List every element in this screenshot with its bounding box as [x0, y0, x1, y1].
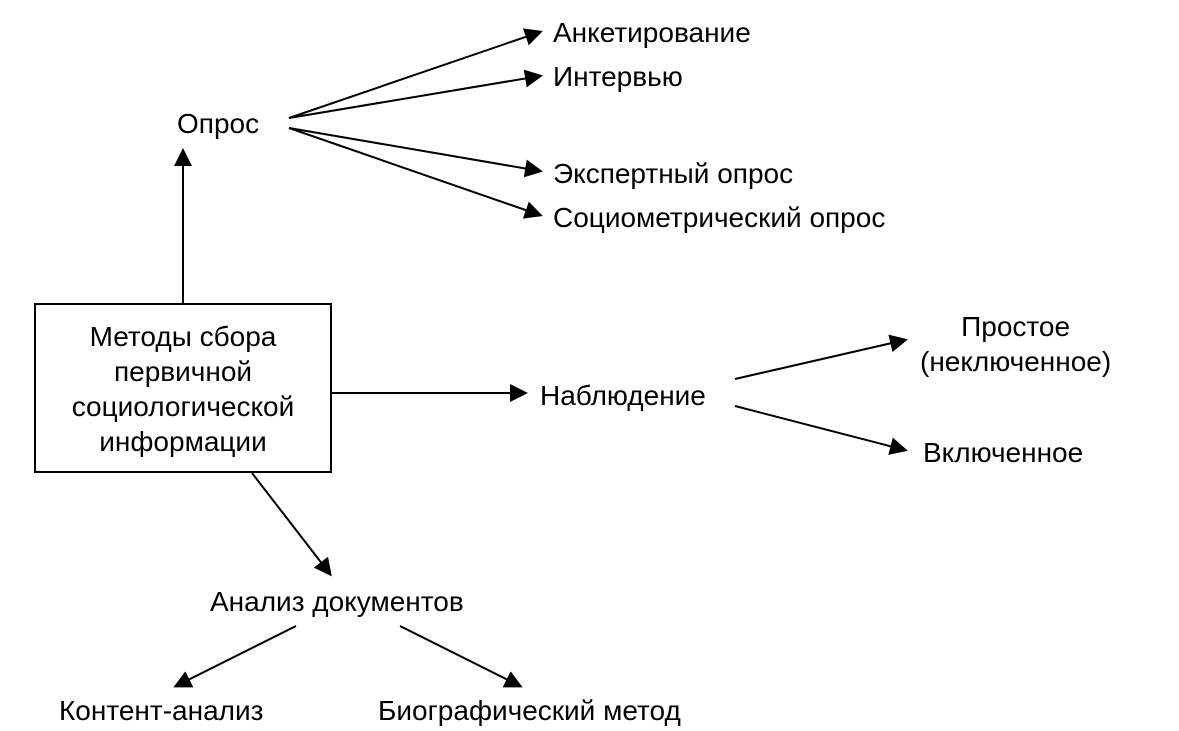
node-simple: Простое(неключенное) [920, 309, 1111, 379]
edge [400, 626, 520, 686]
node-biograf: Биографический метод [378, 693, 681, 728]
node-content: Контент-анализ [59, 693, 263, 728]
node-incl: Включенное [923, 435, 1083, 470]
edge [289, 76, 540, 118]
edge [735, 340, 905, 379]
edge [289, 128, 540, 215]
node-anket: Анкетирование [553, 15, 751, 50]
node-sociom: Социометрический опрос [553, 200, 885, 235]
edge [176, 626, 296, 686]
node-interv: Интервью [553, 59, 683, 94]
edge [252, 473, 330, 574]
node-analiz: Анализ документов [210, 584, 464, 619]
node-nabl: Наблюдение [540, 378, 706, 413]
root-node: Методы сборапервичнойсоциологическойинфо… [34, 303, 332, 473]
edge [289, 32, 540, 118]
diagram-canvas: Методы сборапервичнойсоциологическойинфо… [0, 0, 1179, 731]
node-expert: Экспертный опрос [553, 156, 793, 191]
node-opros: Опрос [177, 106, 259, 141]
edge [289, 128, 540, 171]
edge [735, 406, 905, 450]
